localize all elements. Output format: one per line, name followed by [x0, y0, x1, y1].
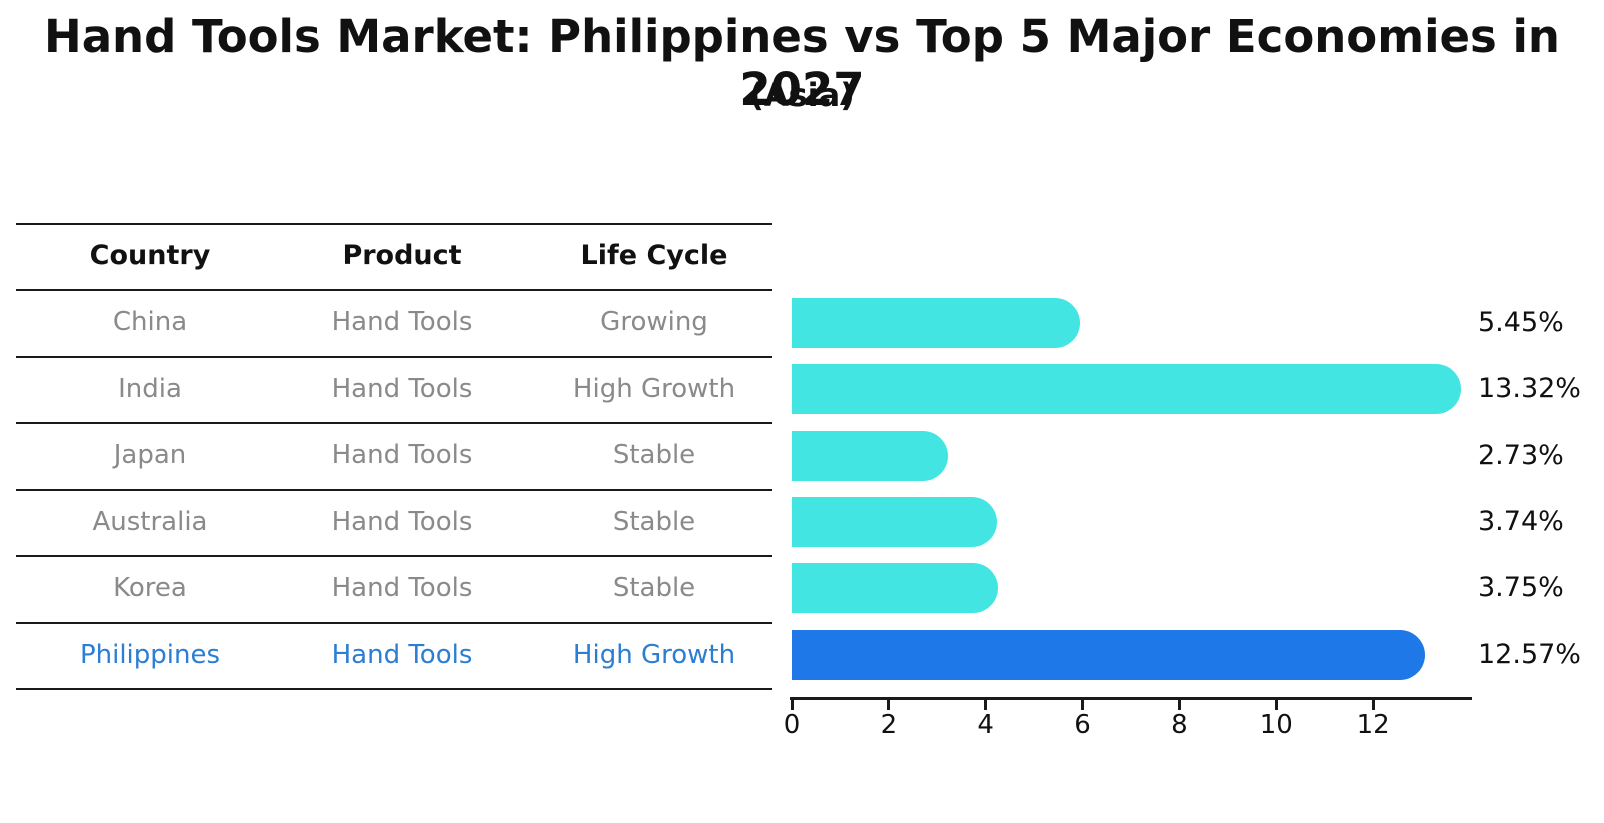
- x-axis-tick: [1081, 699, 1085, 710]
- bar-value-label: 12.57%: [1478, 638, 1581, 670]
- table-cell-product: Hand Tools: [331, 639, 473, 670]
- x-axis-tick-label: 6: [1074, 710, 1091, 740]
- x-axis-tick-label: 2: [880, 710, 898, 740]
- table-line: [16, 223, 772, 225]
- table-header-country: Country: [89, 240, 211, 271]
- table-line: [16, 621, 772, 624]
- bar-value-label: 2.73%: [1478, 439, 1564, 471]
- x-axis-tick-label: 8: [1171, 710, 1188, 740]
- table-line: [16, 555, 772, 558]
- bar-china: [792, 297, 1081, 348]
- x-axis-tick-label: 0: [783, 710, 801, 740]
- table-cell-country: Australia: [92, 506, 208, 537]
- table-line: [16, 488, 772, 491]
- table-cell-country: India: [118, 373, 182, 404]
- x-axis-tick: [1177, 699, 1181, 710]
- table-cell-country: China: [112, 307, 188, 338]
- x-axis-tick: [790, 699, 794, 710]
- bar-philippines: [792, 629, 1425, 680]
- bar-australia: [792, 496, 998, 547]
- table-line: [16, 289, 772, 292]
- table-cell-product: Hand Tools: [331, 573, 473, 604]
- country-table: Country Product Life Cycle China Hand Too…: [16, 223, 772, 691]
- table-line: [16, 355, 772, 358]
- table-cell-product: Hand Tools: [331, 440, 473, 471]
- table-cell-product: Hand Tools: [331, 373, 473, 404]
- table-line: [16, 688, 772, 690]
- x-axis-tick-label: 10: [1259, 710, 1293, 740]
- table-cell-life-cycle: Stable: [612, 506, 696, 537]
- x-axis-tick: [887, 699, 891, 710]
- page-subtitle: (Asia): [749, 76, 855, 114]
- bar-japan: [792, 430, 949, 481]
- table-cell-life-cycle: Stable: [612, 440, 696, 471]
- table-header-product: Product: [342, 240, 462, 271]
- page-title: Hand Tools Market: Philippines vs Top 5 …: [44, 10, 1560, 116]
- x-axis-tick: [984, 699, 988, 710]
- bar-value-label: 3.74%: [1478, 505, 1564, 537]
- bar-korea: [792, 563, 998, 614]
- table-cell-country: Korea: [113, 573, 187, 604]
- bar-value-label: 5.45%: [1478, 306, 1564, 338]
- x-axis-line: [790, 697, 1472, 700]
- x-axis-tick: [1274, 699, 1278, 710]
- bar-value-label: 13.32%: [1478, 373, 1581, 405]
- table-cell-country: Philippines: [79, 639, 221, 670]
- table-cell-country: Japan: [113, 440, 187, 471]
- table-cell-product: Hand Tools: [331, 506, 473, 537]
- x-axis-tick-label: 12: [1356, 710, 1390, 740]
- table-cell-life-cycle: High Growth: [572, 373, 736, 404]
- table-cell-product: Hand Tools: [331, 307, 473, 338]
- table-cell-life-cycle: High Growth: [572, 639, 736, 670]
- bar-value-label: 3.75%: [1478, 572, 1564, 604]
- x-axis-tick: [1371, 699, 1375, 710]
- table-line: [16, 422, 772, 425]
- bar-india: [792, 364, 1462, 415]
- x-axis-tick-label: 4: [977, 710, 994, 740]
- table-header-lifecycle: Life Cycle: [580, 240, 728, 271]
- table-cell-life-cycle: Stable: [612, 573, 696, 604]
- table-cell-life-cycle: Growing: [600, 307, 708, 338]
